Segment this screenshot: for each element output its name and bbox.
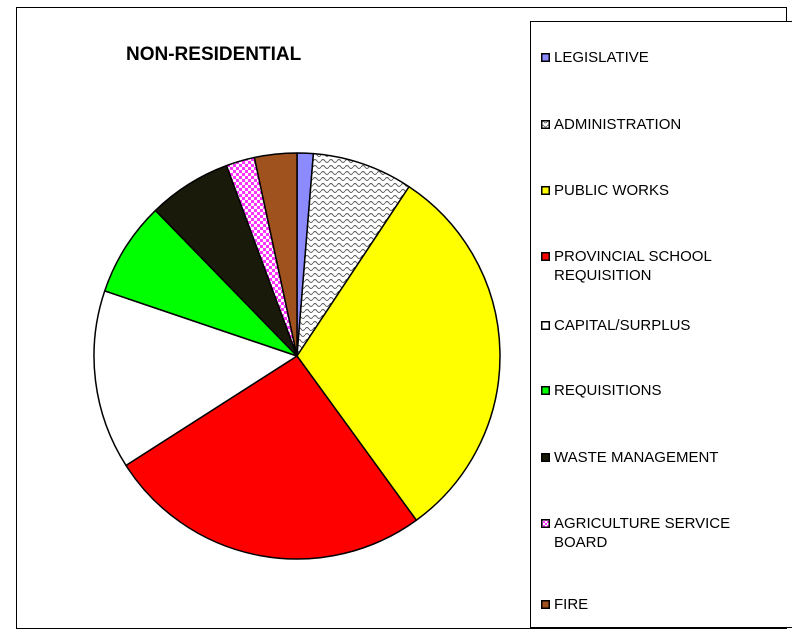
legend-swatch-4: [541, 321, 550, 330]
legend-item-5: REQUISITIONS: [541, 381, 791, 400]
pie-slice-8: [253, 152, 298, 357]
legend-label-4: CAPITAL/SURPLUS: [554, 317, 691, 334]
legend-item-6: WASTE MANAGEMENT: [541, 448, 791, 467]
legend-swatch-5: [541, 386, 550, 395]
legend-label-1: ADMINISTRATION: [554, 116, 682, 133]
pie-slice-4: [93, 290, 298, 467]
pie-slice-5: [103, 209, 298, 357]
legend-label-5: REQUISITIONS: [554, 382, 662, 399]
legend-label-3-line-1: REQUISITION: [554, 267, 652, 284]
legend-item-4: CAPITAL/SURPLUS: [541, 316, 791, 335]
legend-label-7-line-0: AGRICULTURE SERVICE: [554, 515, 731, 532]
legend-swatch-1: [541, 120, 550, 129]
chart-title: NON-RESIDENTIAL: [126, 44, 302, 65]
legend-item-3: PROVINCIAL SCHOOL REQUISITION: [541, 247, 791, 285]
legend-swatch-6: [541, 453, 550, 462]
legend-label-0: LEGISLATIVE: [554, 49, 649, 66]
legend-label-6: WASTE MANAGEMENT: [554, 449, 719, 466]
pie-chart: [93, 152, 501, 560]
legend-label-7-line-1: BOARD: [554, 534, 608, 551]
legend-item-1: ADMINISTRATION: [541, 115, 791, 134]
legend-swatch-2: [541, 186, 550, 195]
legend-item-8: FIRE: [541, 595, 791, 614]
pie-slice-3: [125, 355, 418, 560]
legend-item-0: LEGISLATIVE: [541, 48, 791, 67]
legend-label-3-line-0: PROVINCIAL SCHOOL: [554, 248, 712, 265]
chart-frame: NON-RESIDENTIAL LEGISLATIVE ADM: [16, 7, 792, 629]
legend-swatch-3: [541, 252, 550, 261]
pie-slices: [93, 152, 501, 560]
legend-label-2: PUBLIC WORKS: [554, 182, 670, 199]
pie-slice-1: [296, 152, 410, 357]
legend-item-7: AGRICULTURE SERVICE BOARD: [541, 514, 791, 552]
legend-swatch-0: [541, 53, 550, 62]
legend-swatch-7: [541, 519, 550, 528]
legend-swatch-8: [541, 600, 550, 609]
legend-label-8: FIRE: [554, 596, 589, 613]
legend: LEGISLATIVE ADMINISTRATION PUBLIC WORKS PRO…: [530, 21, 792, 628]
pie-slice-2: [296, 185, 501, 521]
legend-item-2: PUBLIC WORKS: [541, 181, 791, 200]
